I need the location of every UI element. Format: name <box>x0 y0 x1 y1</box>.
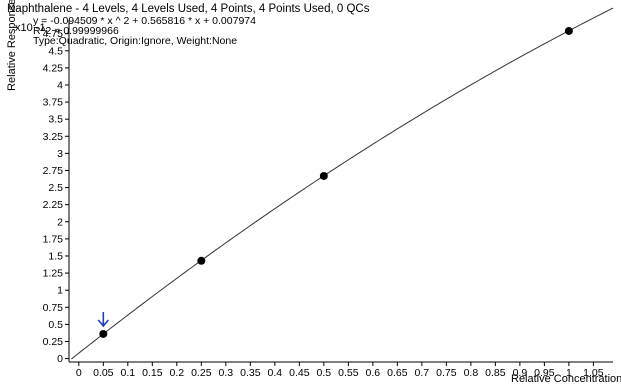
y-tick-label: 3 <box>57 148 63 160</box>
x-tick-label: 0.7 <box>415 367 430 379</box>
data-point <box>319 171 328 180</box>
y-tick-label: 2 <box>57 216 63 228</box>
y-tick-label: 2.75 <box>43 165 64 177</box>
x-tick-label: 0.15 <box>142 367 163 379</box>
fit-type: Type:Quadratic, Origin:Ignore, Weight:No… <box>33 35 238 47</box>
data-point <box>99 329 108 338</box>
x-tick-label: 0.65 <box>387 367 408 379</box>
y-tick-label: 0.75 <box>43 302 64 314</box>
x-tick-label: 0.35 <box>240 367 261 379</box>
x-tick-label: 0.25 <box>191 367 212 379</box>
y-tick-label: 0.25 <box>43 336 64 348</box>
x-tick-label: 0.9 <box>513 367 528 379</box>
x-tick-label: 0.1 <box>121 367 136 379</box>
data-point <box>564 26 573 35</box>
x-tick-label: 0.4 <box>268 367 283 379</box>
fit-curve <box>71 7 614 360</box>
y-tick-label: 0.5 <box>48 319 63 331</box>
equation-block: y = -0.094509 * x ^ 2 + 0.565816 * x + 0… <box>33 15 256 47</box>
y-scale-multiplier: x10 -1 <box>15 22 46 34</box>
y-tick-label: 0 <box>57 353 63 365</box>
x-tick-label: 0.5 <box>317 367 332 379</box>
x-tick-label: 1.05 <box>583 367 604 379</box>
y-tick-label: 1.75 <box>43 233 64 245</box>
x-tick-label: 0.3 <box>219 367 234 379</box>
x-tick-label: 0.85 <box>485 367 506 379</box>
x-tick-label: 0.2 <box>170 367 185 379</box>
y-tick-label: 3.75 <box>43 97 64 109</box>
x-tick-label: 1 <box>566 367 572 379</box>
y-tick-label: 4.75 <box>43 28 64 40</box>
x-tick-label: 0.95 <box>534 367 555 379</box>
x-tick-label: 0.75 <box>436 367 457 379</box>
y-tick-label: 1.25 <box>43 268 64 280</box>
y-tick-label: 2.5 <box>48 182 63 194</box>
chart-title: Naphthalene - 4 Levels, 4 Levels Used, 4… <box>7 3 370 15</box>
point-marker-arrow-icon <box>97 311 109 328</box>
x-tick-label: 0.05 <box>93 367 114 379</box>
x-tick-label: 0.8 <box>464 367 479 379</box>
x-tick-label: 0.6 <box>366 367 381 379</box>
data-point <box>197 256 206 265</box>
x-tick-label: 0.55 <box>338 367 359 379</box>
y-tick-label: 3.5 <box>48 114 63 126</box>
x-tick-label: 0 <box>76 367 82 379</box>
y-tick-label: 4.5 <box>48 45 63 57</box>
fit-equation: y = -0.094509 * x ^ 2 + 0.565816 * x + 0… <box>33 15 256 27</box>
y-tick-label: 4.25 <box>43 62 64 74</box>
y-tick-label: 3.25 <box>43 131 64 143</box>
y-tick-label: 1.5 <box>48 250 63 262</box>
x-tick-label: 0.45 <box>289 367 310 379</box>
x-axis-label: Relative Concentration <box>511 373 621 385</box>
y-tick-label: 1 <box>57 285 63 297</box>
r-squared: R^2 = 0.99999966 <box>33 25 119 37</box>
y-tick-label: 4 <box>57 79 63 91</box>
y-tick-label: 2.25 <box>43 199 64 211</box>
